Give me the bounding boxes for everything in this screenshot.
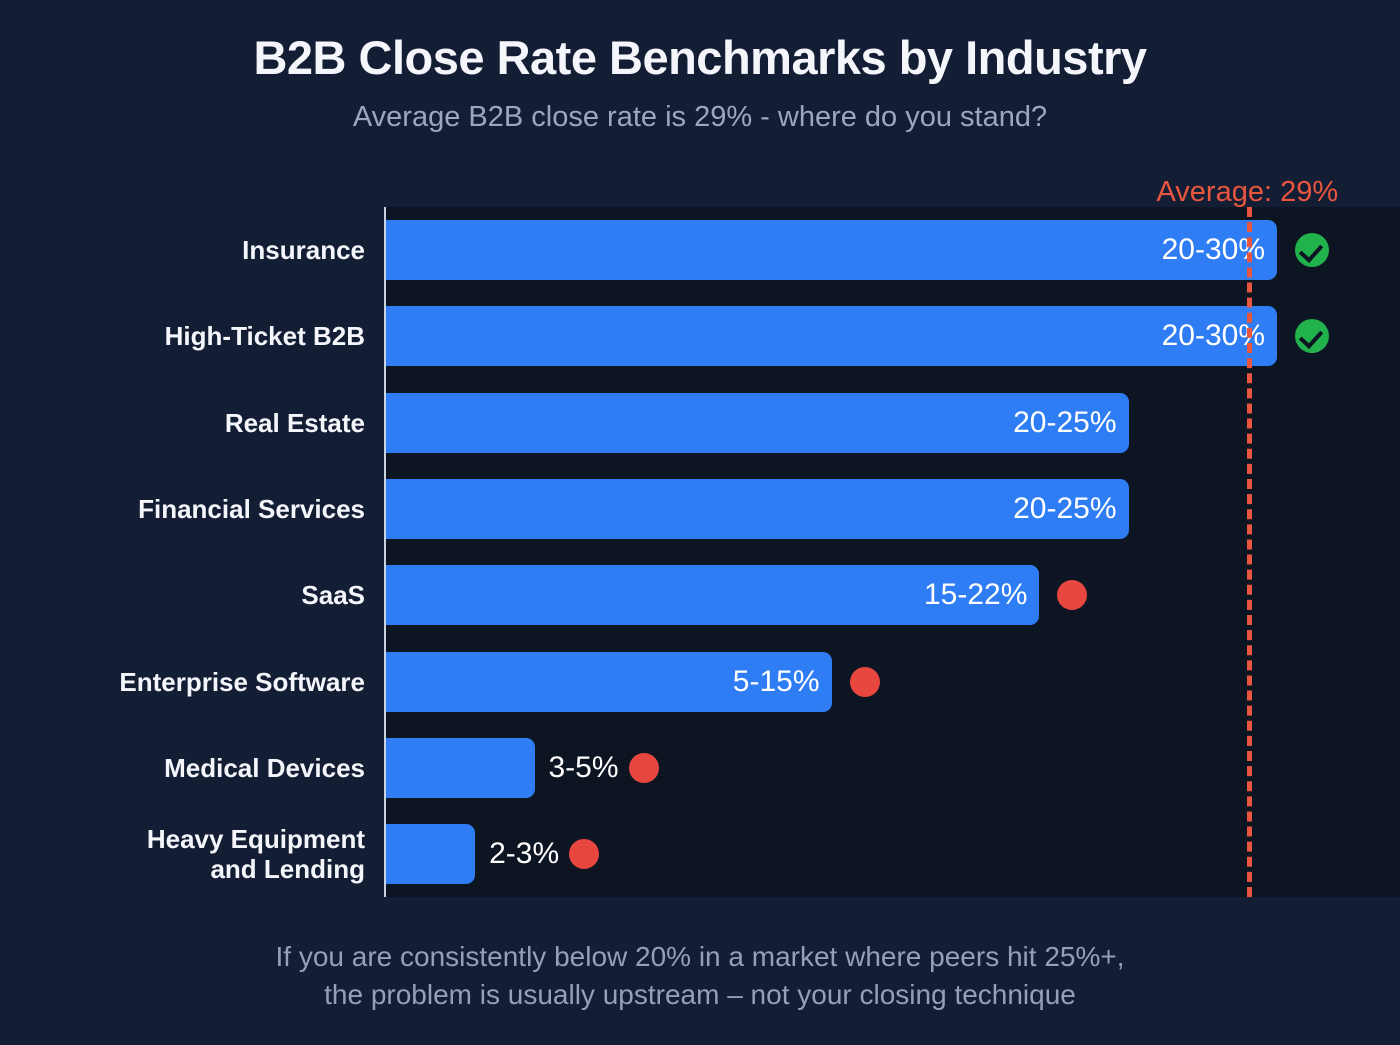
category-label: Enterprise Software [119,666,365,697]
chart-annotation: If you are consistently below 20% in a m… [0,938,1400,1014]
category-label: High-Ticket B2B [164,321,365,352]
category-label: Insurance [242,234,365,265]
status-badge-good [1295,233,1329,268]
bar-track: 2-3% [386,824,559,885]
bar-value-label: 2-3% [489,837,560,871]
bar-row: Financial Services 20-25% [0,466,1400,552]
category-label: Medical Devices [164,752,365,783]
bar[interactable] [386,565,1040,626]
bar[interactable] [386,220,1277,280]
status-badge-good [1295,319,1329,354]
category-label: Heavy Equipment and Lending [146,823,365,885]
bar[interactable] [386,824,476,885]
bar[interactable] [386,651,832,712]
bar-row: Medical Devices 3-5% [0,725,1400,811]
bar-row: Enterprise Software 5-15% [0,639,1400,725]
bar-track: 20-30% [386,306,1277,367]
status-badge-warn [628,752,659,783]
category-label: SaaS [301,580,365,611]
status-badge-warn [1057,580,1088,611]
bar[interactable] [386,478,1129,539]
average-reference-line [1247,207,1253,897]
bar-track: 5-15% [386,651,832,712]
page-title: B2B Close Rate Benchmarks by Industry [253,31,1147,84]
status-badge-warn [569,839,600,870]
bar-row: Real Estate 20-25% [0,380,1400,466]
category-label: Financial Services [138,493,365,524]
bar-value-label: 20-25% [1013,491,1117,525]
chart-subtitle: Average B2B close rate is 29% - where do… [352,100,1048,133]
bar[interactable] [386,306,1277,367]
bar-value-label: 15-22% [923,578,1028,612]
y-axis-line [384,207,386,897]
bar-row: Insurance 20-30% [0,207,1400,293]
status-badge-warn [849,666,880,697]
bar-value-label: 5-15% [732,664,820,698]
bar-row: High-Ticket B2B 20-30% [0,293,1400,379]
chart-header: B2B Close Rate Benchmarks by Industry Av… [0,31,1400,134]
bar-value-label: 3-5% [548,750,619,784]
bar-value-label: 20-25% [1013,405,1117,439]
bar-track: 20-30% [386,220,1277,280]
bar-track: 20-25% [386,478,1129,539]
bar[interactable] [386,392,1129,453]
bar-track: 20-25% [386,392,1129,453]
bar-row: Heavy Equipment and Lending 2-3% [0,811,1400,897]
annotation-line-1: If you are consistently below 20% in a m… [275,941,1125,972]
category-label: Real Estate [224,407,365,438]
bar[interactable] [386,737,535,798]
average-reference-label: Average: 29% [1156,176,1339,208]
bar-row: SaaS 15-22% [0,552,1400,638]
bar-track: 3-5% [386,737,619,798]
annotation-line-2: the problem is usually upstream – not yo… [324,978,1076,1010]
bar-track: 15-22% [386,565,1040,626]
